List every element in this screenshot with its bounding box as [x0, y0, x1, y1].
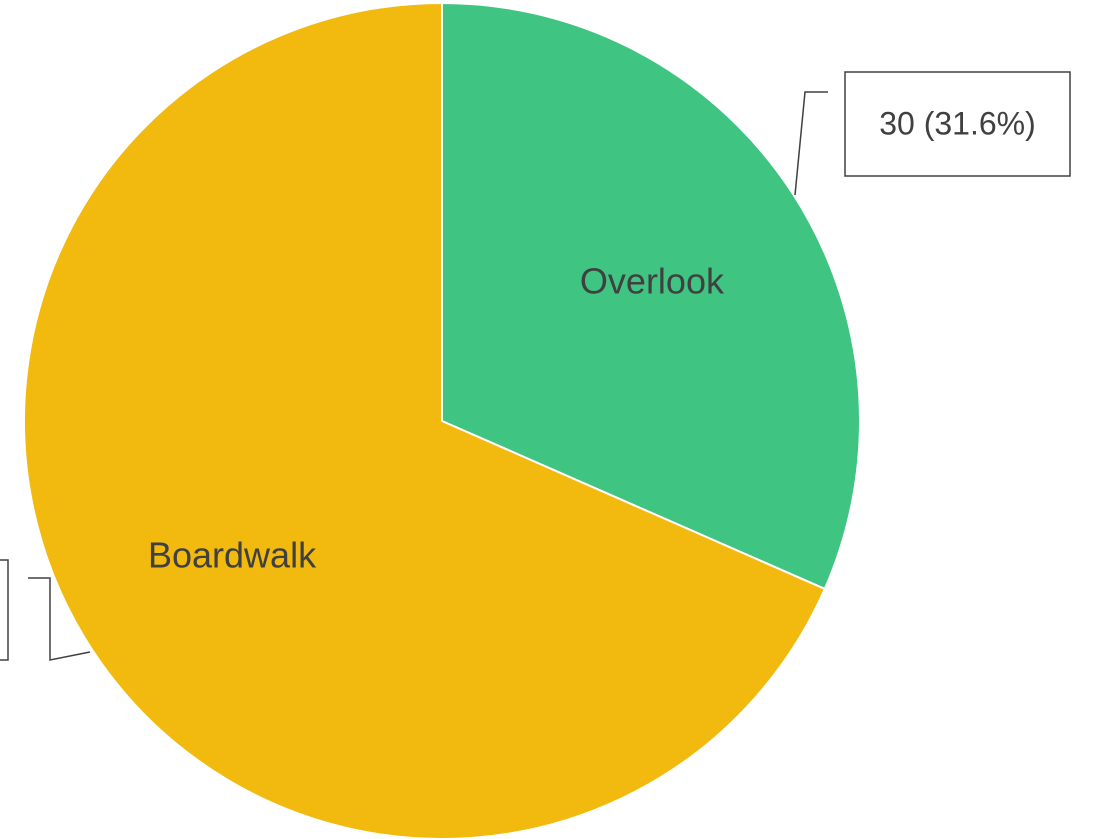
value-label-box [0, 559, 9, 661]
value-label-box [844, 71, 1071, 177]
pie-slice [441, 1, 861, 591]
leader-line [28, 577, 91, 661]
slice-label: Boardwalk [148, 535, 317, 576]
slice-label: Overlook [580, 260, 725, 301]
pie-slice [23, 1, 827, 839]
value-label: 30 (31.6%) [879, 105, 1036, 141]
leader-line [794, 91, 828, 196]
